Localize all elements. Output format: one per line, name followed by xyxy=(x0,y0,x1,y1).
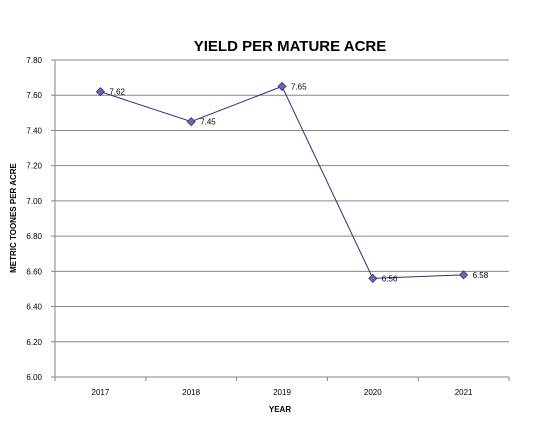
data-point-marker xyxy=(277,81,287,91)
y-tick-label: 6.60 xyxy=(26,267,42,276)
x-tick-label: 2019 xyxy=(273,388,291,397)
gridlines xyxy=(55,59,509,343)
data-label: 6.56 xyxy=(382,274,398,283)
y-tick-label: 6.20 xyxy=(26,338,42,347)
x-tick-label: 2017 xyxy=(92,388,110,397)
data-label: 7.45 xyxy=(200,118,216,127)
data-point-marker xyxy=(95,87,105,97)
chart-title: YIELD PER MATURE ACRE xyxy=(194,38,387,55)
y-tick-label: 7.20 xyxy=(26,162,42,171)
x-tick-labels: 2017 2018 2019 2020 2021 xyxy=(54,377,510,397)
y-tick-label: 7.80 xyxy=(26,56,42,65)
axes xyxy=(54,60,509,378)
y-tick-label: 7.60 xyxy=(26,91,42,100)
x-tick-label: 2020 xyxy=(364,388,382,397)
y-tick-label: 7.00 xyxy=(26,197,42,206)
y-tick-label: 6.00 xyxy=(26,373,42,382)
y-tick-labels: 6.00 6.20 6.40 6.60 6.80 7.00 7.20 7.40 7.60 7.80 xyxy=(26,56,55,382)
data-point-marker xyxy=(186,117,196,127)
y-axis-label: METRIC TOONES PER ACRE xyxy=(9,162,18,272)
series-yield xyxy=(95,81,469,283)
data-label: 7.65 xyxy=(291,82,307,91)
data-labels: 7.62 7.45 7.65 6.56 6.58 xyxy=(109,82,488,283)
x-axis-label: YEAR xyxy=(269,405,291,414)
data-point-marker xyxy=(459,270,469,280)
y-tick-label: 7.40 xyxy=(26,126,42,135)
y-tick-label: 6.40 xyxy=(26,303,42,312)
data-point-marker xyxy=(368,273,378,283)
y-tick-label: 6.80 xyxy=(26,232,42,241)
x-tick-label: 2021 xyxy=(455,388,473,397)
x-tick-label: 2018 xyxy=(182,388,200,397)
data-label: 7.62 xyxy=(109,88,125,97)
series-line xyxy=(100,85,464,279)
data-label: 6.58 xyxy=(473,271,489,280)
